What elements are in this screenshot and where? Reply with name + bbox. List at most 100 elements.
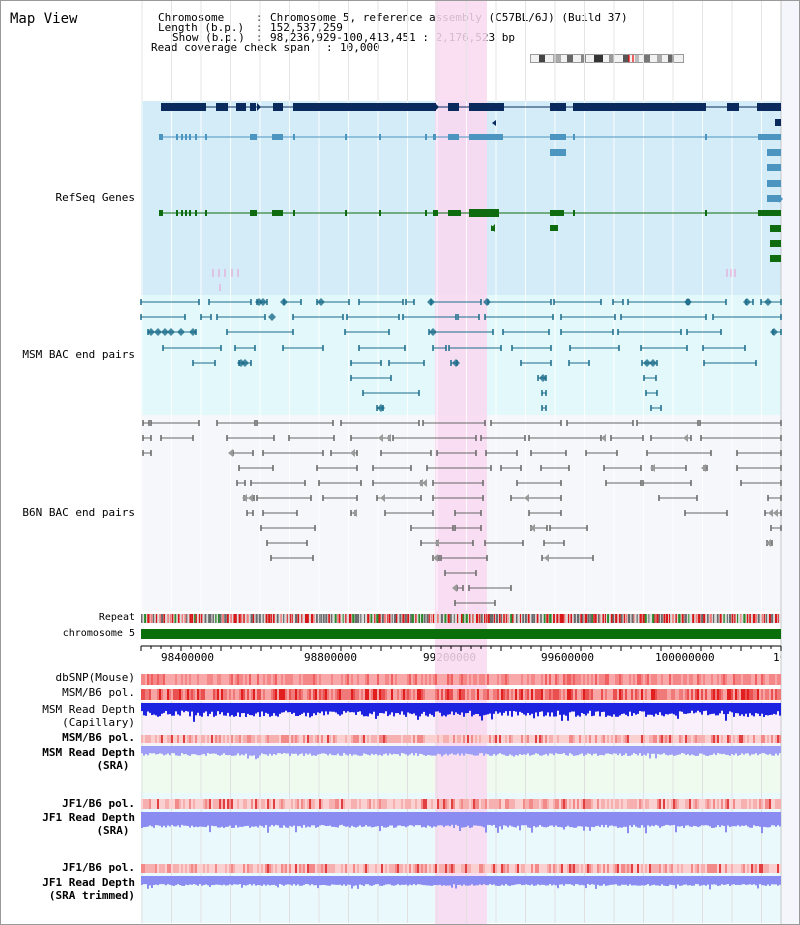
dbsnp-cell [483, 674, 485, 685]
jf1-b6-pol-cell [363, 799, 365, 809]
dbsnp-cell [197, 674, 199, 685]
dbsnp-cell [557, 674, 559, 685]
msm-b6-pol-cell [539, 689, 541, 700]
dbsnp-cell [145, 674, 147, 685]
jf1-b6-pol-trim-cell [293, 864, 295, 873]
repeat-element [536, 614, 539, 623]
jf1-depth-trim-bar [255, 876, 257, 886]
jf1-b6-pol-cell [511, 799, 513, 809]
repeat-element [460, 614, 463, 623]
msm-depth-cap-bar [269, 703, 271, 717]
msm-b6-pol-cell [277, 689, 279, 700]
jf1-b6-pol-trim-cell [745, 864, 747, 873]
msm-b6-pol-cell [325, 689, 327, 700]
msm-b6-pol-sra-cell [509, 735, 511, 743]
jf1-b6-pol-trim-cell [695, 864, 697, 873]
jf1-depth-sra-bar [373, 812, 375, 828]
jf1-b6-pol-trim-cell [209, 864, 211, 873]
dbsnp-cell [595, 674, 597, 685]
msm-depth-cap-bar [699, 703, 701, 713]
msm-b6-pol-cell [353, 689, 355, 700]
msm-b6-pol-cell [175, 689, 177, 700]
jf1-b6-pol-cell [675, 799, 677, 809]
bac-end-marker [352, 509, 357, 517]
msm-b6-pol-sra-cell [519, 735, 521, 743]
jf1-b6-pol-trim-cell [285, 864, 287, 873]
msm-b6-pol-cell [335, 689, 337, 700]
jf1-depth-sra-bar [647, 812, 649, 826]
chromosome-ideogram[interactable] [530, 54, 684, 63]
bac-end-marker [743, 298, 751, 306]
track-label-chromosome: chromosome 5 [62, 628, 135, 639]
jf1-depth-sra-bar [595, 812, 597, 827]
jf1-depth-sra-bar [167, 812, 169, 826]
jf1-b6-pol-trim-cell [557, 864, 559, 873]
jf1-depth-trim-bar [697, 876, 699, 885]
jf1-b6-pol-trim-cell [627, 864, 629, 873]
msm-b6-pol-sra-cell [515, 735, 517, 743]
msm-depth-sra-bar [589, 746, 591, 754]
msm-depth-sra-bar [165, 746, 167, 755]
jf1-depth-sra-bar [721, 812, 723, 826]
dbsnp-cell [631, 674, 633, 685]
msm-b6-pol-sra-cell [169, 735, 171, 743]
msm-depth-sra-bar [187, 746, 189, 756]
msm-depth-cap-bar [293, 703, 295, 713]
jf1-b6-pol-trim-cell [275, 864, 277, 873]
track-label-refseq-genes[interactable]: RefSeq Genes [11, 192, 135, 204]
axis-tick-label: 99200000 [423, 651, 476, 664]
jf1-b6-pol-trim-cell [661, 864, 663, 873]
msm-depth-cap-bar [681, 703, 683, 712]
jf1-b6-pol-trim-cell [357, 864, 359, 873]
msm-depth-cap-bar [727, 703, 729, 714]
msm-depth-cap-bar [513, 703, 515, 712]
jf1-b6-pol-trim-cell [639, 864, 641, 873]
repeat-element [163, 614, 166, 623]
jf1-depth-sra-bar [453, 812, 455, 828]
msm-b6-pol-sra-cell [243, 735, 245, 743]
jf1-b6-pol-cell [733, 799, 735, 809]
track-label-text: MSM BAC end pairs [22, 348, 135, 361]
bac-end-marker [147, 328, 155, 336]
jf1-depth-trim-bar [505, 876, 507, 885]
jf1-b6-pol-trim-cell [199, 864, 201, 873]
jf1-depth-trim-bar [385, 876, 387, 885]
track-label-msm-bac[interactable]: MSM BAC end pairs [7, 349, 135, 361]
jf1-depth-trim-bar [345, 876, 347, 886]
msm-depth-cap-bar [573, 703, 575, 712]
jf1-depth-sra-bar [221, 812, 223, 827]
msm-depth-sra-bar [665, 746, 667, 755]
track-label-b6n-bac[interactable]: B6N BAC end pairs [7, 507, 135, 519]
jf1-b6-pol-cell [441, 799, 443, 809]
msm-b6-pol-sra-cell [769, 735, 771, 743]
jf1-depth-trim-bar [739, 876, 741, 886]
msm-depth-sra-bar [697, 746, 699, 756]
repeat-element [672, 614, 674, 623]
repeat-element [280, 614, 282, 623]
msm-depth-cap-bar [143, 703, 145, 716]
jf1-b6-pol-cell [229, 799, 231, 809]
dbsnp-cell [741, 674, 743, 685]
jf1-b6-pol-cell [579, 799, 581, 809]
jf1-depth-sra-bar [615, 812, 617, 827]
msm-depth-sra-bar [215, 746, 217, 754]
msm-b6-pol-sra-cell [753, 735, 755, 743]
msm-b6-pol-sra-cell [301, 735, 303, 743]
jf1-b6-pol-trim-cell [465, 864, 467, 873]
jf1-depth-trim-bar [529, 876, 531, 886]
refseq-gene-exon [550, 149, 566, 156]
jf1-depth-trim-bar [423, 876, 425, 886]
msm-depth-sra-bar [629, 746, 631, 756]
jf1-depth-sra-bar [573, 812, 575, 828]
repeat-element [639, 614, 642, 623]
jf1-depth-trim-bar [207, 876, 209, 886]
jf1-depth-trim-bar [655, 876, 657, 886]
msm-depth-sra-bar [521, 746, 523, 756]
refseq-gene-exon [758, 134, 781, 140]
msm-b6-pol-sra-cell [367, 735, 369, 743]
jf1-depth-trim-bar [155, 876, 157, 885]
jf1-b6-pol-trim-cell [647, 864, 649, 873]
msm-depth-sra-bar [565, 746, 567, 756]
jf1-b6-pol-cell [565, 799, 567, 809]
